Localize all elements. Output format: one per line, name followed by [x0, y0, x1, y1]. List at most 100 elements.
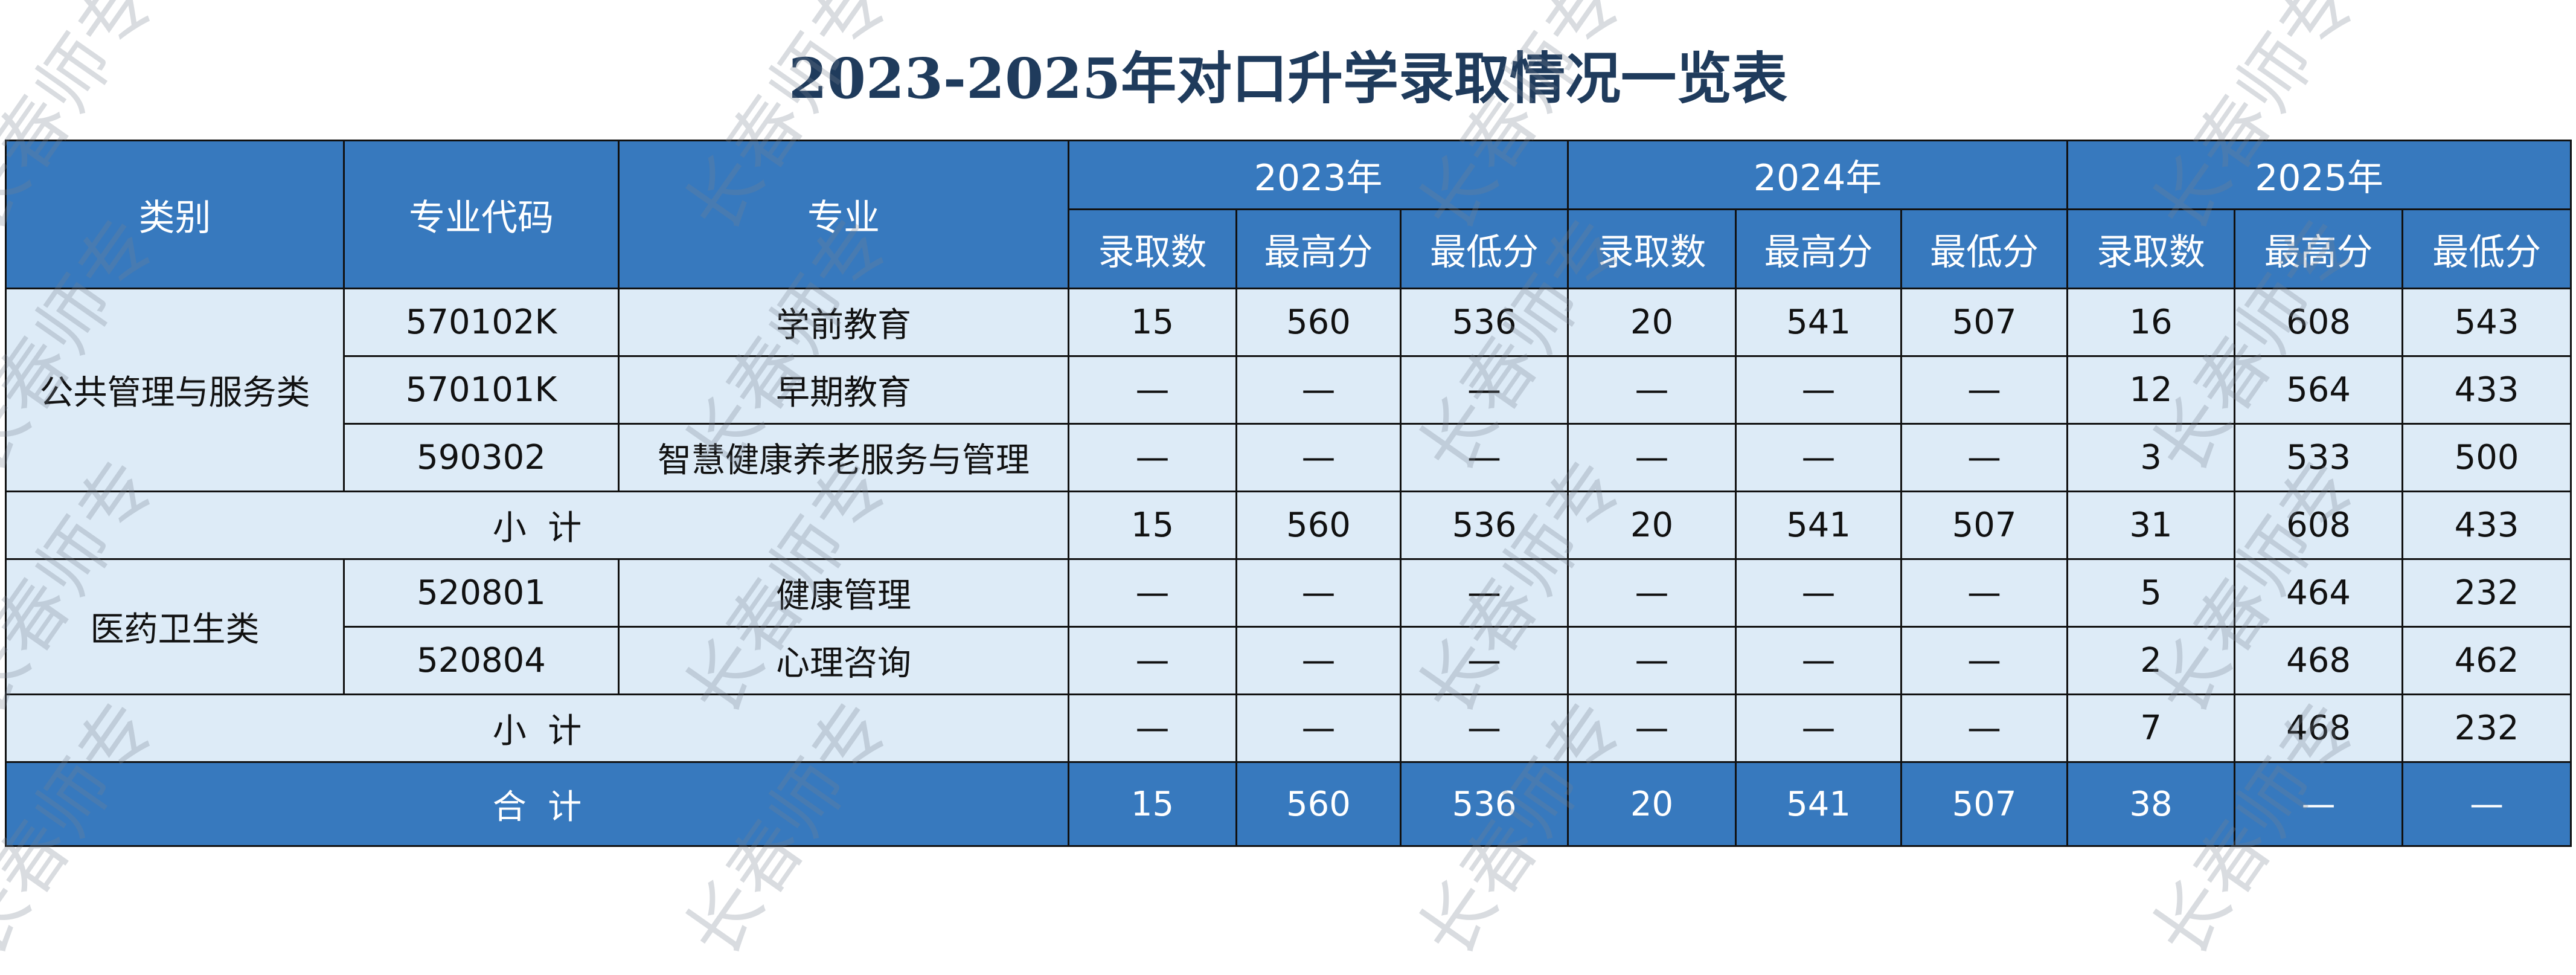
value-cell: —	[1900, 558, 2069, 628]
total-row: 合 计 15 560 536 20 541 507 38— —	[5, 761, 2572, 847]
subheader-admitted: 录取数	[1567, 208, 1737, 289]
subheader-max-score: 最高分	[1235, 208, 1402, 289]
value-cell: —	[1735, 558, 1903, 628]
value-cell: 2	[2066, 626, 2236, 695]
value-cell: 15	[1068, 288, 1237, 357]
value-cell: —	[1735, 423, 1903, 492]
table-row: 590302 智慧健康养老服务与管理 — — — — — —3 533 500	[6, 423, 2572, 492]
value-cell: 560	[1235, 288, 1402, 357]
subheader-max-score: 最高分	[1735, 208, 1903, 289]
value-cell: —	[1399, 423, 1569, 492]
value-cell: 541	[1735, 491, 1903, 560]
value-cell: 468	[2234, 693, 2404, 763]
major-code-cell: 570101K	[343, 355, 620, 425]
subheader-min-score: 最低分	[2401, 208, 2572, 289]
major-name-cell: 智慧健康养老服务与管理	[618, 423, 1069, 492]
value-cell: —	[1068, 355, 1237, 425]
table-row: 520804 心理咨询 — — — — — —2 468 462	[6, 626, 2572, 695]
value-cell: 507	[1900, 491, 2069, 560]
value-cell: —	[1735, 626, 1903, 695]
page-title: 2023-2025年对口升学录取情况一览表	[788, 46, 1788, 111]
value-cell: 232	[2401, 693, 2572, 763]
value-cell: —	[1900, 423, 2069, 492]
value-cell: 20	[1567, 288, 1737, 357]
value-cell: 38	[2066, 761, 2236, 847]
value-cell: —	[1068, 423, 1237, 492]
header-major: 专业	[618, 140, 1069, 289]
value-cell: —	[1068, 693, 1237, 763]
value-cell: —	[1567, 423, 1737, 492]
value-cell: 20	[1567, 761, 1737, 847]
value-cell: 232	[2401, 558, 2572, 628]
value-cell: —	[1068, 558, 1237, 628]
value-cell: 560	[1235, 761, 1402, 847]
value-cell: —	[1900, 693, 2069, 763]
header-code: 专业代码	[343, 140, 620, 289]
value-cell: —	[1235, 558, 1402, 628]
value-cell: —	[1900, 355, 2069, 425]
value-cell: —	[1235, 693, 1402, 763]
header-category: 类别	[5, 140, 345, 289]
header-year-2023: 2023年	[1067, 140, 1569, 210]
value-cell: 15	[1068, 491, 1237, 560]
value-cell: 608	[2234, 288, 2404, 357]
subheader-admitted: 录取数	[2066, 208, 2236, 289]
value-cell: 3	[2066, 423, 2236, 492]
value-cell: —	[2401, 761, 2572, 847]
major-code-cell: 520801	[343, 558, 620, 628]
value-cell: —	[2234, 761, 2404, 847]
value-cell: —	[1900, 626, 2069, 695]
subtotal-row: 小 计 — — — — — —7 468 232	[5, 693, 2572, 763]
value-cell: 12	[2066, 355, 2236, 425]
category-cell: 公共管理与服务类	[5, 288, 345, 492]
value-cell: 507	[1900, 761, 2069, 847]
major-name-cell: 学前教育	[618, 288, 1069, 357]
value-cell: 31	[2066, 491, 2236, 560]
table-row: 医药卫生类 520801 健康管理 — — — — — —5 464 232	[5, 558, 2572, 695]
value-cell: 543	[2401, 288, 2572, 357]
value-cell: 541	[1735, 288, 1903, 357]
value-cell: 533	[2234, 423, 2404, 492]
value-cell: 536	[1399, 761, 1569, 847]
header-year-2025: 2025年	[2066, 140, 2572, 210]
admission-table: 类别 专业代码 专业 2023年 2024年 2025年 录取数 最高分 最低分 录取…	[5, 140, 2572, 847]
value-cell: 433	[2401, 355, 2572, 425]
value-cell: 564	[2234, 355, 2404, 425]
category-cell: 医药卫生类	[5, 558, 345, 695]
value-cell: 541	[1735, 761, 1903, 847]
value-cell: —	[1735, 355, 1903, 425]
subheader-min-score: 最低分	[1399, 208, 1569, 289]
value-cell: —	[1399, 626, 1569, 695]
value-cell: 560	[1235, 491, 1402, 560]
value-cell: —	[1567, 558, 1737, 628]
major-code-cell: 590302	[343, 423, 620, 492]
major-code-cell: 570102K	[343, 288, 620, 357]
value-cell: —	[1399, 558, 1569, 628]
value-cell: —	[1068, 626, 1237, 695]
value-cell: 468	[2234, 626, 2404, 695]
subtotal-label: 小 计	[5, 693, 1069, 763]
value-cell: —	[1567, 693, 1737, 763]
value-cell: —	[1567, 626, 1737, 695]
major-name-cell: 早期教育	[618, 355, 1069, 425]
subtotal-label: 小 计	[5, 491, 1069, 560]
value-cell: 5	[2066, 558, 2236, 628]
value-cell: 500	[2401, 423, 2572, 492]
subheader-max-score: 最高分	[2234, 208, 2404, 289]
value-cell: —	[1399, 693, 1569, 763]
value-cell: 536	[1399, 491, 1569, 560]
subtotal-row: 小 计 15 560 536 20 541 507 31 608 433	[5, 491, 2572, 560]
value-cell: 464	[2234, 558, 2404, 628]
table-row: 570101K 早期教育 — — — — — —12 564 433	[6, 355, 2572, 425]
value-cell: 608	[2234, 491, 2404, 560]
table-row: 公共管理与服务类 570102K 学前教育 15 560 536 20 541 507 16 608…	[5, 288, 2572, 492]
header-year-2024: 2024年	[1567, 140, 2069, 210]
major-name-cell: 健康管理	[618, 558, 1069, 628]
value-cell: 20	[1567, 491, 1737, 560]
total-label: 合 计	[5, 761, 1069, 847]
value-cell: —	[1567, 355, 1737, 425]
value-cell: 16	[2066, 288, 2236, 357]
value-cell: —	[1235, 355, 1402, 425]
value-cell: 433	[2401, 491, 2572, 560]
value-cell: 507	[1900, 288, 2069, 357]
